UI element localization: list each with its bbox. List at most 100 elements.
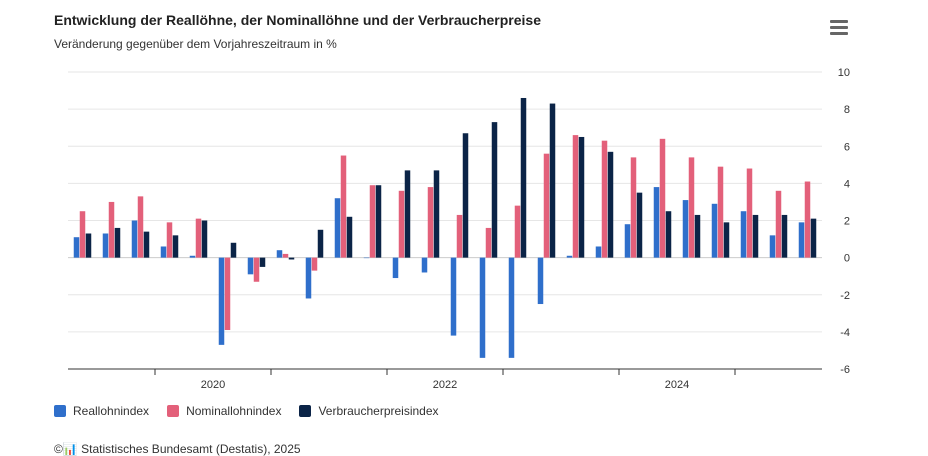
- y-tick-label: 0: [844, 253, 850, 265]
- nominallohn-bar[interactable]: [282, 253, 289, 258]
- nominallohn-bar[interactable]: [224, 257, 231, 331]
- reallohn-bar[interactable]: [421, 257, 428, 273]
- nominallohn-bar[interactable]: [398, 190, 405, 258]
- reallohn-bar[interactable]: [798, 222, 805, 258]
- x-tick-label: 2022: [433, 379, 457, 391]
- vpi-bar[interactable]: [317, 229, 324, 258]
- y-tick-label: -2: [840, 290, 850, 302]
- nominallohn-bar[interactable]: [456, 214, 463, 258]
- vpi-bar[interactable]: [665, 211, 672, 258]
- nominallohn-bar[interactable]: [427, 187, 434, 258]
- reallohn-bar[interactable]: [247, 257, 254, 275]
- vpi-bar[interactable]: [404, 170, 411, 258]
- reallohn-bar[interactable]: [769, 235, 776, 258]
- legend: Reallohnindex Nominallohnindex Verbrauch…: [54, 404, 457, 418]
- vpi-bar[interactable]: [723, 222, 730, 258]
- vpi-bar[interactable]: [694, 214, 701, 258]
- nominallohn-bar[interactable]: [108, 201, 115, 258]
- legend-label-reallohnindex: Reallohnindex: [73, 404, 150, 418]
- reallohn-bar[interactable]: [392, 257, 399, 279]
- reallohn-bar[interactable]: [566, 255, 573, 258]
- vpi-bar[interactable]: [230, 242, 237, 258]
- legend-item-reallohnindex[interactable]: Reallohnindex: [54, 404, 149, 418]
- legend-item-verbraucherpreisindex[interactable]: Verbraucherpreisindex: [299, 404, 439, 418]
- y-tick-label: 2: [844, 216, 850, 228]
- reallohn-bar[interactable]: [218, 257, 225, 345]
- nominallohn-bar[interactable]: [630, 157, 637, 258]
- vpi-bar[interactable]: [520, 97, 527, 258]
- chart-area: 2020 2022 2024 -6 -4 -2 0 2 4 6 8 10: [68, 67, 850, 391]
- nominallohn-bar[interactable]: [166, 222, 173, 258]
- nominallohn-bar[interactable]: [369, 185, 376, 258]
- nominallohn-bar[interactable]: [485, 227, 492, 258]
- reallohn-bar[interactable]: [102, 233, 109, 258]
- x-tick-label: 2020: [201, 379, 225, 391]
- vpi-bar[interactable]: [462, 133, 469, 258]
- vpi-bar[interactable]: [143, 231, 150, 258]
- nominallohn-bar[interactable]: [659, 138, 666, 258]
- reallohn-bar[interactable]: [131, 220, 138, 258]
- vpi-bar[interactable]: [781, 214, 788, 258]
- y-axis: -6 -4 -2 0 2 4 6 8 10: [838, 67, 850, 376]
- reallohn-bar[interactable]: [305, 257, 312, 299]
- reallohn-bar[interactable]: [334, 198, 341, 258]
- reallohn-bar[interactable]: [740, 211, 747, 258]
- reallohn-bar[interactable]: [73, 237, 80, 258]
- vpi-bar[interactable]: [491, 122, 498, 258]
- reallohn-bar[interactable]: [595, 246, 602, 258]
- reallohn-bar[interactable]: [363, 257, 370, 259]
- y-tick-label: 6: [844, 141, 850, 153]
- nominallohn-bar[interactable]: [601, 140, 608, 258]
- nominallohn-bar[interactable]: [137, 196, 144, 258]
- nominallohn-bar[interactable]: [195, 218, 202, 258]
- reallohn-bar[interactable]: [682, 200, 689, 258]
- vpi-bar[interactable]: [810, 218, 817, 258]
- nominallohn-bar[interactable]: [775, 190, 782, 258]
- vpi-bar[interactable]: [578, 136, 585, 258]
- x-tick-label: 2024: [665, 379, 689, 391]
- reallohn-bar[interactable]: [537, 257, 544, 305]
- vpi-bar[interactable]: [607, 151, 614, 258]
- vpi-bar[interactable]: [114, 227, 121, 258]
- legend-swatch-nominallohnindex: [167, 405, 180, 417]
- nominallohn-bar[interactable]: [543, 153, 550, 258]
- reallohn-bar[interactable]: [653, 187, 660, 258]
- nominallohn-bar[interactable]: [514, 205, 521, 258]
- nominallohn-bar[interactable]: [572, 135, 579, 258]
- nominallohn-bar[interactable]: [340, 155, 347, 258]
- nominallohn-bar[interactable]: [717, 166, 724, 258]
- nominallohn-bar[interactable]: [746, 168, 753, 258]
- y-tick-label: -4: [840, 327, 850, 339]
- vpi-bar[interactable]: [85, 233, 92, 258]
- vpi-bar[interactable]: [433, 170, 440, 258]
- vpi-bar[interactable]: [288, 257, 295, 260]
- reallohn-bar[interactable]: [160, 246, 167, 258]
- nominallohn-bar[interactable]: [253, 257, 260, 282]
- chart-subtitle: Veränderung gegenüber dem Vorjahreszeitr…: [54, 37, 337, 51]
- vpi-bar[interactable]: [201, 220, 208, 258]
- vpi-bar[interactable]: [172, 235, 179, 258]
- vpi-bar[interactable]: [375, 185, 382, 258]
- chart-title: Entwicklung der Reallöhne, der Nominallö…: [54, 12, 541, 28]
- nominallohn-bar[interactable]: [688, 157, 695, 258]
- legend-label-nominallohnindex: Nominallohnindex: [186, 404, 282, 418]
- reallohn-bar[interactable]: [479, 257, 486, 358]
- vpi-bar[interactable]: [636, 192, 643, 258]
- legend-item-nominallohnindex[interactable]: Nominallohnindex: [167, 404, 281, 418]
- nominallohn-bar[interactable]: [804, 181, 811, 258]
- vpi-bar[interactable]: [259, 257, 266, 267]
- reallohn-bar[interactable]: [276, 250, 283, 258]
- vpi-bar[interactable]: [549, 103, 556, 258]
- vpi-bar[interactable]: [752, 214, 759, 258]
- reallohn-bar[interactable]: [508, 257, 515, 358]
- y-tick-label: 10: [838, 67, 850, 79]
- vpi-bar[interactable]: [346, 216, 353, 258]
- reallohn-bar[interactable]: [189, 255, 196, 258]
- nominallohn-bar[interactable]: [311, 257, 318, 271]
- reallohn-bar[interactable]: [450, 257, 457, 336]
- hamburger-menu-icon[interactable]: [830, 20, 848, 36]
- nominallohn-bar[interactable]: [79, 211, 86, 258]
- reallohn-bar[interactable]: [624, 224, 631, 258]
- reallohn-bar[interactable]: [711, 203, 718, 258]
- y-tick-label: 8: [844, 104, 850, 116]
